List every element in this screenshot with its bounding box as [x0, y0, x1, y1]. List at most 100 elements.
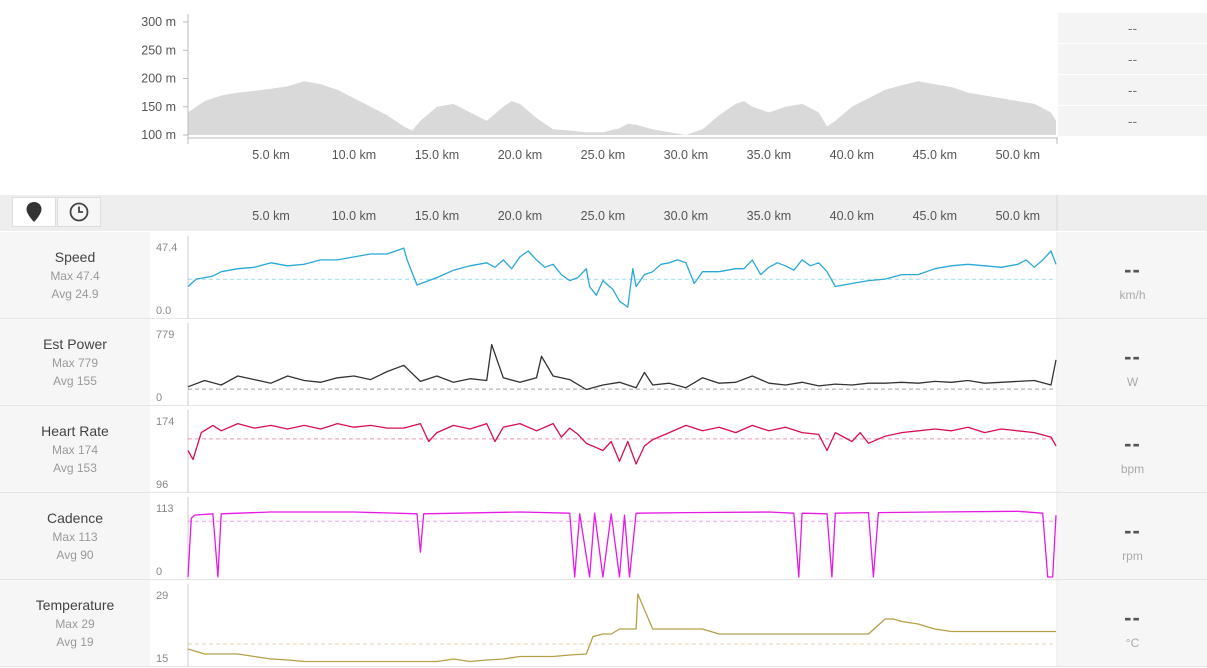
metric-row-power: Est Power Max 779 Avg 155 -- W 779 0 — [0, 319, 1207, 406]
elevation-x-tick-label: 25.0 km — [581, 148, 625, 162]
metric-name: Speed — [54, 249, 96, 265]
distance-axis-label: 25.0 km — [581, 209, 625, 223]
elevation-area — [188, 81, 1056, 135]
series-line-speed — [187, 247, 1057, 308]
series-line-temp — [187, 593, 1056, 663]
metric-unit: km/h — [1119, 288, 1146, 302]
distance-axis-label: 15.0 km — [415, 209, 459, 223]
series-line-hr — [187, 422, 1057, 465]
distance-axis-label: 10.0 km — [332, 209, 376, 223]
metric-current-value: -- — [1124, 431, 1141, 456]
elevation-x-tick-label: 50.0 km — [996, 148, 1040, 162]
legend-value-3: -- — [1058, 75, 1207, 106]
legend-value-2: -- — [1058, 44, 1207, 75]
elevation-y-tick-label: 250 m — [141, 43, 176, 57]
elevation-y-tick-label: 200 m — [141, 72, 176, 86]
plot-background — [150, 232, 1058, 319]
elevation-x-tick-label: 30.0 km — [664, 148, 708, 162]
metric-current-power: -- W — [1058, 319, 1207, 406]
metric-max: Max 47.4 — [50, 269, 100, 283]
metric-avg: Avg 90 — [56, 548, 94, 562]
metric-name: Est Power — [43, 336, 107, 352]
metric-row-cadence: Cadence Max 113 Avg 90 -- rpm 113 0 — [0, 493, 1207, 580]
elevation-y-tick-label: 150 m — [141, 100, 176, 114]
clock-icon — [69, 202, 89, 222]
y-max-tick-label: 174 — [156, 416, 174, 428]
metric-unit: rpm — [1122, 549, 1143, 563]
distance-axis-label: 40.0 km — [830, 209, 874, 223]
metric-max: Max 113 — [52, 530, 98, 544]
elevation-x-tick-label: 15.0 km — [415, 148, 459, 162]
y-max-tick-label: 47.4 — [156, 242, 177, 254]
metric-name: Temperature — [35, 597, 115, 613]
legend-value-1: -- — [1058, 13, 1207, 44]
y-min-tick-label: 15 — [156, 653, 168, 665]
metric-name: Cadence — [46, 510, 104, 526]
elevation-x-tick-label: 45.0 km — [913, 148, 957, 162]
metric-chart-temp[interactable]: 29 15 — [150, 580, 1058, 667]
series-line-cadence — [187, 510, 1057, 578]
metric-summary-speed: Speed Max 47.4 Avg 24.9 — [0, 232, 150, 319]
map-pin-icon — [26, 202, 42, 222]
metric-summary-temp: Temperature Max 29 Avg 19 — [0, 580, 150, 667]
y-min-tick-label: 96 — [156, 479, 168, 491]
metric-avg: Avg 153 — [53, 461, 97, 475]
metric-current-value: -- — [1124, 518, 1141, 543]
metric-current-cadence: -- rpm — [1058, 493, 1207, 580]
plot-background — [150, 319, 1058, 406]
metric-row-speed: Speed Max 47.4 Avg 24.9 -- km/h 47.4 0.0 — [0, 232, 1207, 319]
metric-max: Max 779 — [51, 356, 99, 370]
y-max-tick-label: 29 — [156, 590, 168, 602]
metric-chart-cadence[interactable]: 113 0 — [150, 493, 1058, 580]
distance-axis: 5.0 km 10.0 km 15.0 km 20.0 km 25.0 km 30.0 k… — [252, 195, 1058, 231]
y-min-tick-label: 0.0 — [156, 305, 171, 317]
time-mode-button[interactable] — [57, 197, 101, 227]
metric-max: Max 29 — [55, 617, 95, 631]
elevation-panel: 300 m 250 m 200 m 150 m 100 m 5.0 km 10.0 km 1… — [0, 0, 1207, 195]
metric-avg: Avg 24.9 — [51, 287, 99, 301]
distance-axis-label: 45.0 km — [913, 209, 957, 223]
metric-current-temp: -- °C — [1058, 580, 1207, 667]
metric-row-temp: Temperature Max 29 Avg 19 -- °C 29 15 — [0, 580, 1207, 667]
elevation-x-tick-label: 20.0 km — [498, 148, 542, 162]
metric-unit: W — [1126, 375, 1139, 389]
metric-current-value: -- — [1124, 605, 1141, 630]
metric-row-hr: Heart Rate Max 174 Avg 153 -- bpm 174 96 — [0, 406, 1207, 493]
plot-background — [150, 580, 1058, 667]
metric-unit: bpm — [1120, 462, 1145, 476]
distance-axis-label: 20.0 km — [498, 209, 542, 223]
metric-current-speed: -- km/h — [1058, 232, 1207, 319]
metric-summary-cadence: Cadence Max 113 Avg 90 — [0, 493, 150, 580]
elevation-y-tick-label: 100 m — [141, 128, 176, 142]
metric-summary-power: Est Power Max 779 Avg 155 — [0, 319, 150, 406]
elevation-x-tick-label: 40.0 km — [830, 148, 874, 162]
elevation-y-tick-label: 300 m — [141, 15, 176, 29]
y-max-tick-label: 113 — [156, 503, 174, 515]
distance-axis-label: 5.0 km — [252, 209, 290, 223]
chart-toolbar: 5.0 km 10.0 km 15.0 km 20.0 km 25.0 km 30.0 k… — [0, 195, 1207, 231]
legend-value-4: -- — [1058, 106, 1207, 137]
metric-name: Heart Rate — [41, 423, 109, 439]
metric-avg: Avg 155 — [53, 374, 97, 388]
metric-max: Max 174 — [51, 443, 99, 457]
metric-current-value: -- — [1124, 344, 1141, 369]
metric-unit: °C — [1125, 636, 1140, 650]
distance-mode-button[interactable] — [12, 197, 56, 227]
metric-current-hr: -- bpm — [1058, 406, 1207, 493]
metric-chart-power[interactable]: 779 0 — [150, 319, 1058, 406]
y-min-tick-label: 0 — [156, 566, 162, 578]
metric-chart-speed[interactable]: 47.4 0.0 — [150, 232, 1058, 319]
metric-current-value: -- — [1124, 257, 1141, 282]
metric-chart-hr[interactable]: 174 96 — [150, 406, 1058, 493]
metric-avg: Avg 19 — [56, 635, 94, 649]
y-min-tick-label: 0 — [156, 392, 162, 404]
distance-axis-label: 35.0 km — [747, 209, 791, 223]
elevation-x-tick-label: 10.0 km — [332, 148, 376, 162]
metric-summary-hr: Heart Rate Max 174 Avg 153 — [0, 406, 150, 493]
elevation-x-tick-label: 5.0 km — [252, 148, 290, 162]
distance-axis-label: 50.0 km — [996, 209, 1040, 223]
y-max-tick-label: 779 — [156, 329, 174, 341]
elevation-chart: 300 m 250 m 200 m 150 m 100 m 5.0 km 10.0 km 1… — [141, 14, 1058, 162]
distance-axis-label: 30.0 km — [664, 209, 708, 223]
elevation-x-tick-label: 35.0 km — [747, 148, 791, 162]
